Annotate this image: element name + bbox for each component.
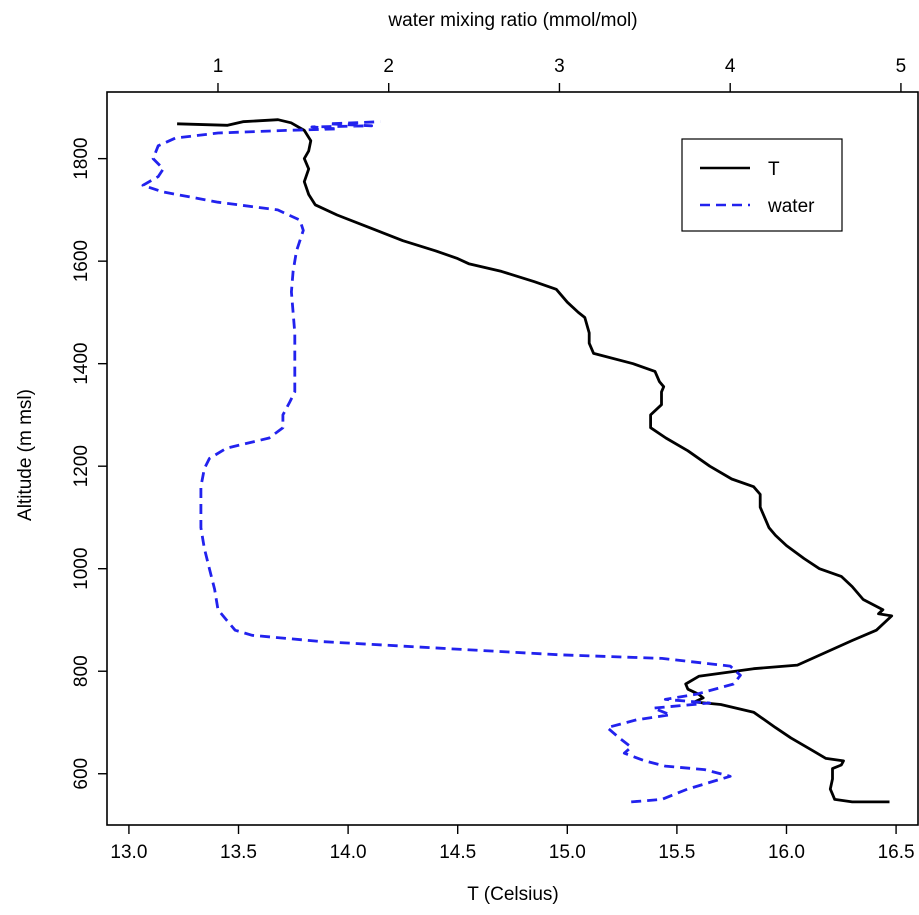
y-axis-label: Altitude (m msl) bbox=[15, 389, 36, 521]
y-tick-label: 600 bbox=[71, 758, 92, 790]
top-tick-label: 4 bbox=[725, 56, 736, 77]
series-line-water bbox=[141, 120, 742, 804]
x-tick-label: 15.5 bbox=[658, 842, 695, 863]
x-tick-label: 15.0 bbox=[549, 842, 586, 863]
bottom-axis: 13.0 13.5 14.0 14.5 15.0 15.5 16.0 16.5 bbox=[110, 825, 915, 863]
y-tick-label: 800 bbox=[71, 655, 92, 687]
left-axis: 600 800 1000 1200 1400 1600 1800 bbox=[71, 137, 107, 790]
x-axis-label: T (Celsius) bbox=[467, 884, 559, 905]
plot-frame bbox=[106, 91, 919, 826]
top-tick-label: 1 bbox=[213, 56, 224, 77]
legend: T water bbox=[681, 138, 843, 232]
legend-box bbox=[681, 138, 843, 232]
y-tick-label: 1800 bbox=[71, 137, 92, 179]
top-axis: 1 2 3 4 5 bbox=[213, 56, 907, 92]
top-axis-label: water mixing ratio (mmol/mol) bbox=[387, 10, 637, 31]
y-tick-label: 1200 bbox=[71, 445, 92, 487]
series-line-t bbox=[177, 118, 894, 804]
x-tick-label: 13.5 bbox=[220, 842, 257, 863]
x-tick-label: 14.5 bbox=[439, 842, 476, 863]
top-tick-label: 2 bbox=[383, 56, 394, 77]
x-tick-label: 16.0 bbox=[768, 842, 805, 863]
y-tick-label: 1400 bbox=[71, 343, 92, 385]
legend-label-t: T bbox=[768, 159, 780, 180]
legend-label-water: water bbox=[767, 196, 815, 217]
x-tick-label: 14.0 bbox=[330, 842, 367, 863]
top-tick-label: 3 bbox=[554, 56, 565, 77]
x-tick-label: 13.0 bbox=[110, 842, 147, 863]
y-tick-label: 1600 bbox=[71, 240, 92, 282]
y-tick-label: 1000 bbox=[71, 548, 92, 590]
top-tick-label: 5 bbox=[896, 56, 907, 77]
x-tick-label: 16.5 bbox=[878, 842, 915, 863]
